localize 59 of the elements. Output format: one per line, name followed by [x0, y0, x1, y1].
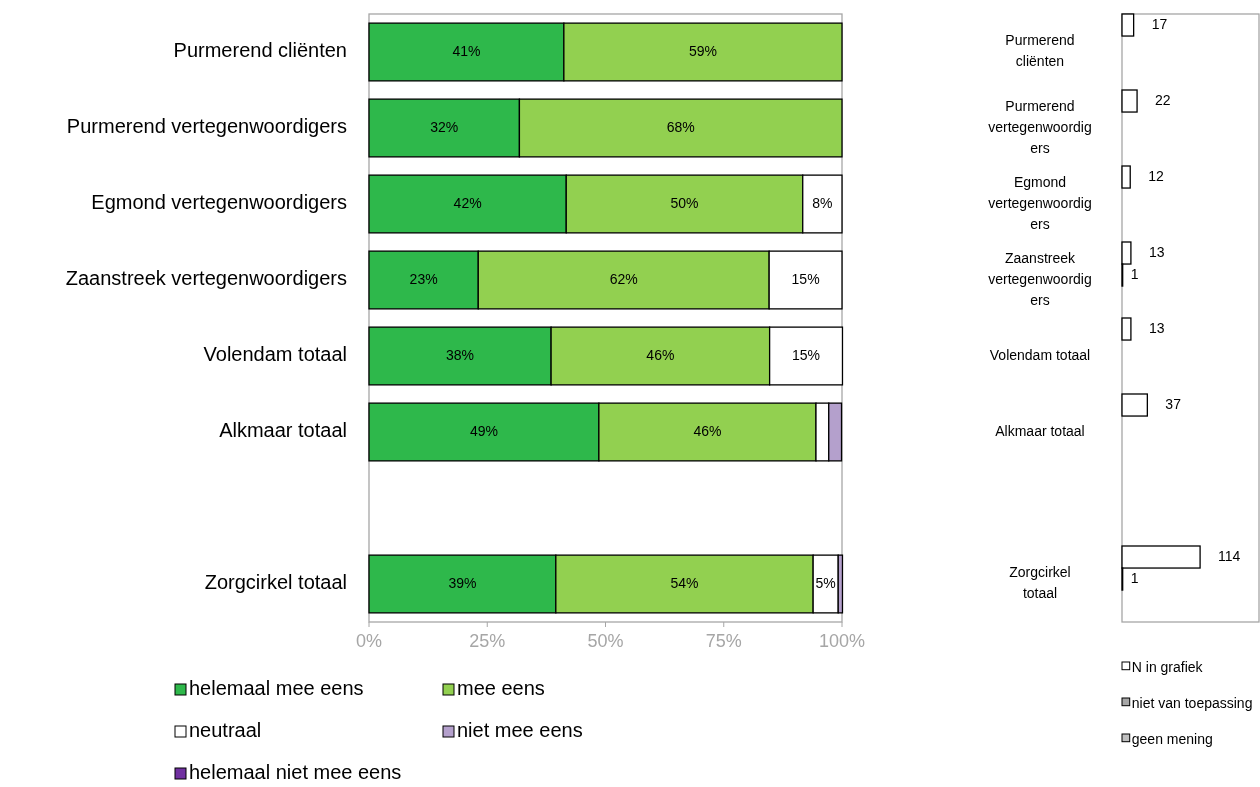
x-tick-label: 75%	[705, 630, 742, 651]
legend-label: geen mening	[1131, 730, 1213, 747]
y-tick-label: Volendam totaal	[989, 346, 1091, 363]
data-label: 13	[1148, 243, 1165, 260]
legend-label: neutraal	[189, 719, 262, 742]
y-tick-label: Purmerend vertegenwoordigers	[988, 97, 1092, 156]
y-tick-label: Purmerend cliënten	[1005, 32, 1075, 70]
data-label: 62%	[609, 270, 638, 287]
data-label: 46%	[693, 422, 722, 439]
data-label: 8%	[812, 194, 833, 211]
y-tick-label: Zorgcirkel totaal	[204, 571, 347, 594]
bar	[1121, 13, 1135, 37]
y-tick-label: Zorgcirkel totaal	[1009, 564, 1071, 602]
data-label: 49%	[469, 422, 498, 439]
y-tick-label: Purmerend cliënten	[173, 39, 347, 62]
data-label: 1	[1130, 265, 1139, 282]
legend-label: niet mee eens	[457, 719, 583, 742]
y-tick-label: Alkmaar totaal	[995, 422, 1085, 439]
x-tick-label: 50%	[587, 630, 624, 651]
x-tick-label: 25%	[469, 630, 506, 651]
y-tick-label: Egmond vertegenwoordigers	[988, 173, 1092, 232]
legend-label: helemaal niet mee eens	[189, 761, 402, 784]
data-label: 54%	[670, 574, 699, 591]
legend-label: N in grafiek	[1131, 658, 1204, 675]
data-label: 41%	[452, 42, 481, 59]
data-label: 46%	[646, 346, 675, 363]
y-tick-label: Alkmaar totaal	[219, 419, 347, 442]
data-label: 15%	[792, 346, 821, 363]
data-label: 15%	[791, 270, 820, 287]
data-label: 17	[1151, 15, 1168, 32]
data-label: 22	[1155, 91, 1171, 108]
data-label: 32%	[430, 118, 459, 135]
data-label: 50%	[670, 194, 699, 211]
y-tick-label: Volendam totaal	[203, 343, 347, 366]
y-tick-label: Egmond vertegenwoordigers	[91, 191, 347, 214]
y-tick-label: Zaanstreek vertegenwoordigers	[988, 249, 1092, 308]
x-tick-label: 0%	[355, 630, 383, 651]
data-label: 114	[1218, 547, 1241, 564]
data-label: 13	[1148, 319, 1165, 336]
data-label: 39%	[448, 574, 477, 591]
data-label: 38%	[446, 346, 475, 363]
bar	[1121, 89, 1138, 113]
bar	[1121, 317, 1132, 341]
data-label: 12	[1148, 167, 1165, 184]
data-label: 5%	[815, 574, 836, 591]
legend-label: mee eens	[457, 677, 545, 700]
data-label: 1	[1130, 569, 1139, 586]
data-label: 59%	[688, 42, 717, 59]
bar	[1121, 165, 1131, 189]
bar	[1121, 393, 1148, 417]
data-label: 68%	[666, 118, 695, 135]
data-label: 37	[1165, 395, 1182, 412]
y-tick-label: Purmerend vertegenwoordigers	[66, 115, 347, 138]
legend-label: helemaal mee eens	[189, 677, 364, 700]
data-label: 23%	[409, 270, 438, 287]
data-label: 42%	[453, 194, 482, 211]
legend-label: niet van toepassing	[1131, 694, 1253, 711]
x-tick-label: 100%	[818, 630, 866, 651]
y-tick-label: Zaanstreek vertegenwoordigers	[65, 267, 347, 290]
